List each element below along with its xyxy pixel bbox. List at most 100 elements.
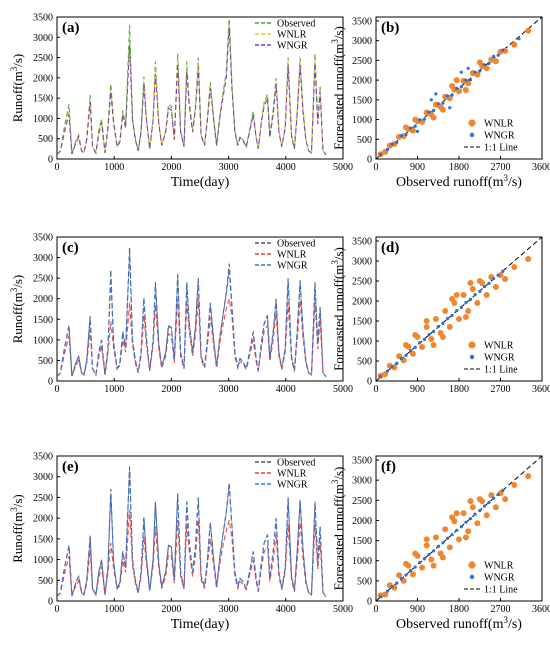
scatter-point-wnlr	[382, 371, 389, 378]
scatter-point-wngr	[455, 528, 459, 532]
y-tick-label: 3500	[33, 233, 53, 244]
y-axis-label: Runoff(m3/s)	[9, 54, 25, 123]
y-tick-label: 0	[367, 597, 372, 608]
scatter-point-wngr	[399, 357, 403, 361]
scatter-point-wnlr	[462, 534, 469, 541]
scatter-point-wngr	[478, 509, 482, 513]
scatter-point-wngr	[482, 63, 486, 67]
scatter-point-wngr	[487, 61, 491, 66]
scatter-point-wnlr	[419, 564, 426, 571]
scatter-point-wngr	[418, 560, 422, 565]
scatter-point-wngr	[422, 337, 426, 341]
y-tick-label: 1500	[352, 317, 372, 328]
scatter-point-wngr	[409, 349, 413, 353]
y-tick-label: 1000	[33, 555, 53, 566]
x-tick-label: 0	[55, 384, 60, 395]
y-tick-label: 3000	[352, 476, 372, 487]
scatter-point-wnlr	[449, 296, 456, 302]
scatter-point-wnlr	[476, 278, 483, 284]
x-axis-label: Time(day)	[171, 617, 230, 632]
scatter-point-wnlr	[423, 324, 430, 330]
x-tick-label: 3000	[219, 604, 239, 615]
scatter-point-wngr	[466, 66, 470, 70]
scatter-point-wngr	[450, 533, 454, 537]
scatter-point-wngr	[413, 124, 417, 128]
legend-marker	[468, 119, 476, 127]
scatter-point-wngr	[432, 329, 436, 333]
scatter-point-wnlr	[511, 264, 518, 270]
x-tick-label: 900	[410, 162, 425, 173]
scatter-point-wnlr	[412, 332, 419, 338]
legend-label: WNGR	[277, 261, 308, 272]
panel-label: (a)	[62, 20, 80, 36]
scatter-point-wnlr	[453, 292, 460, 298]
y-axis-label: Runoff(m3/s)	[9, 275, 25, 344]
scatter-point-wnlr	[449, 514, 456, 521]
plot-frame	[56, 455, 344, 602]
scatter-point-wngr	[473, 70, 477, 74]
legend-label: WNLR	[484, 561, 514, 572]
scatter-point-wngr	[459, 525, 463, 529]
legend-label: WNGR	[484, 131, 515, 142]
scatter-point-wnlr	[511, 41, 518, 48]
scatter-point-wngr	[501, 488, 505, 492]
scatter-point-wnlr	[428, 336, 435, 342]
y-tick-label: 3000	[33, 472, 53, 483]
scatter-point-wnlr	[456, 536, 462, 543]
y-tick-label: 500	[357, 135, 372, 146]
scatter-point-wngr	[450, 93, 454, 97]
x-tick-label: 4000	[276, 162, 296, 173]
y-tick-label: 2500	[352, 277, 372, 288]
x-tick-label: 4000	[276, 384, 296, 395]
x-axis-label: Time(day)	[171, 175, 230, 190]
scatter-point-wnlr	[465, 80, 472, 87]
scatter-point-wngr	[492, 54, 496, 59]
legend-label: WNLR	[484, 119, 514, 130]
y-tick-label: 500	[38, 576, 53, 587]
y-tick-label: 2000	[352, 516, 372, 527]
scatter-point-wngr	[404, 573, 408, 577]
x-tick-label: 2000	[161, 162, 181, 173]
y-tick-label: 2000	[33, 73, 53, 84]
scatter-point-wngr	[501, 48, 505, 52]
y-tick-label: 1500	[352, 536, 372, 547]
scatter-point-wngr	[409, 569, 413, 573]
y-tick-label: 1000	[33, 335, 53, 346]
x-tick-label: 3600	[532, 384, 550, 395]
scatter-point-wnlr	[488, 56, 495, 63]
scatter-point-wnlr	[474, 520, 481, 527]
scatter-point-wngr	[487, 281, 491, 285]
y-tick-label: 2000	[33, 514, 53, 525]
x-tick-label: 2000	[161, 384, 181, 395]
scatter-point-wngr	[409, 126, 413, 130]
y-tick-label: 500	[38, 134, 53, 145]
scatter-point-wngr	[473, 293, 477, 297]
legend-label: WNLR	[277, 250, 307, 261]
scatter-point-wngr	[450, 313, 454, 317]
scatter-point-wnlr	[476, 59, 483, 66]
legend-label: WNGR	[484, 573, 515, 584]
scatter-point-wnlr	[525, 27, 532, 34]
x-tick-label: 5000	[333, 162, 353, 173]
plot-area	[57, 247, 327, 378]
scatter-point-wnlr	[502, 496, 509, 503]
scatter-point-wnlr	[483, 65, 490, 72]
scatter-point-wngr	[445, 94, 450, 98]
panel-d: 0 900 1800 2700 3600 0 500 1000 1500 2000 2500 3000…	[330, 236, 550, 395]
y-tick-label: 1500	[33, 534, 53, 545]
scatter-point-wngr	[395, 140, 399, 144]
legend-marker	[468, 561, 476, 569]
y-tick-label: 500	[357, 357, 372, 368]
x-tick-label: 3600	[532, 162, 550, 173]
legend-label: Observed	[277, 458, 315, 469]
plot-frame	[56, 236, 344, 382]
y-tick-label: 2500	[33, 53, 53, 64]
legend-label: 1:1 Line	[484, 365, 518, 376]
scatter-point-wnlr	[483, 512, 490, 519]
legend-label: WNLR	[277, 469, 307, 480]
scatter-point-wngr	[445, 317, 450, 321]
scatter-point-wngr	[379, 375, 383, 379]
